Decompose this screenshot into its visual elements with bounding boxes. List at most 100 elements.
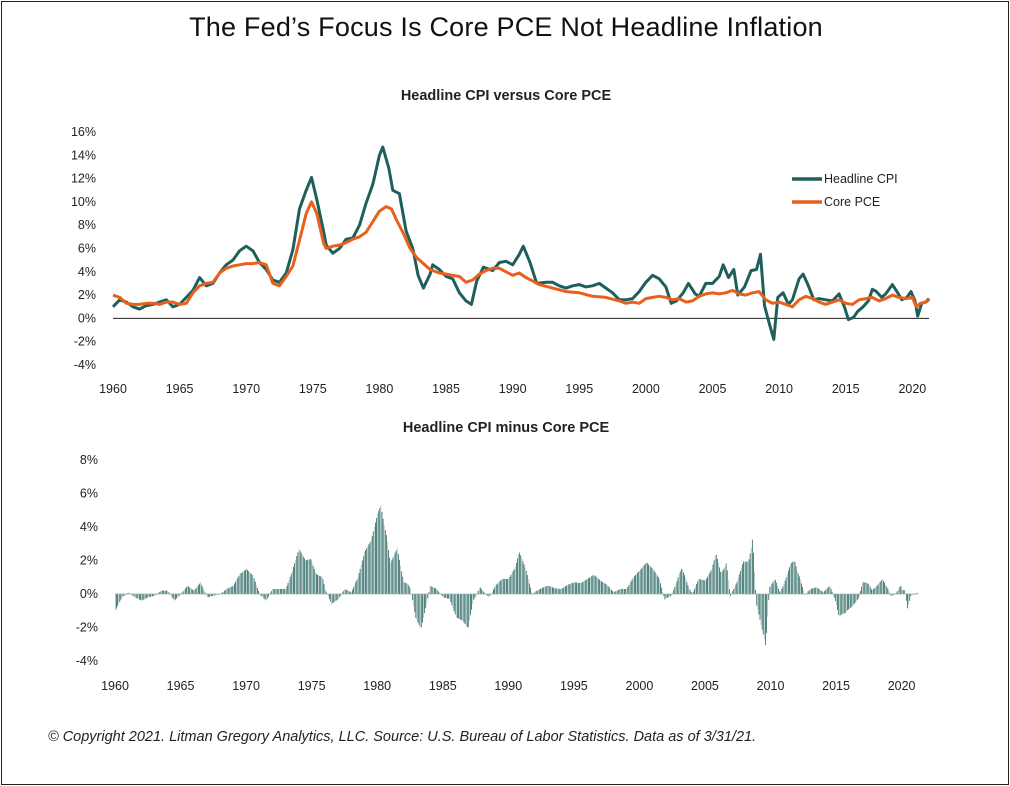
difference-bar — [818, 588, 820, 594]
difference-bar — [489, 594, 491, 596]
difference-bar — [333, 594, 335, 603]
difference-bar — [242, 571, 244, 594]
difference-bar — [294, 563, 295, 594]
difference-bar — [659, 578, 660, 594]
difference-bar — [390, 563, 392, 594]
difference-bar — [276, 588, 278, 594]
difference-bar — [473, 594, 475, 600]
difference-bar — [363, 556, 364, 594]
difference-bar — [336, 594, 338, 600]
difference-bar — [887, 588, 889, 594]
difference-bar — [703, 580, 705, 594]
difference-bar — [657, 577, 659, 594]
difference-bar — [885, 584, 887, 594]
difference-bar — [784, 580, 786, 594]
difference-bar — [903, 590, 905, 594]
difference-bar — [521, 558, 523, 594]
difference-bar — [427, 594, 429, 599]
difference-bar — [580, 583, 582, 594]
difference-bar — [559, 588, 561, 594]
difference-bar — [522, 561, 524, 594]
difference-bar — [611, 589, 612, 594]
difference-bar — [509, 576, 511, 594]
difference-bar — [283, 588, 285, 594]
difference-bar — [271, 590, 273, 594]
difference-bar — [751, 539, 753, 594]
difference-bar — [762, 594, 764, 635]
bottom-y-tick-label: 2% — [80, 554, 98, 568]
difference-bar — [767, 594, 769, 617]
difference-bar — [748, 559, 750, 594]
difference-bar — [301, 554, 303, 594]
difference-bar — [525, 570, 527, 594]
difference-bar — [403, 581, 405, 594]
difference-bar — [151, 594, 152, 597]
difference-bar — [501, 578, 503, 594]
difference-bar — [862, 582, 864, 594]
difference-bar — [663, 594, 665, 597]
difference-bar — [859, 594, 860, 596]
difference-bar — [670, 594, 671, 597]
difference-bar — [773, 579, 775, 594]
difference-bar — [881, 578, 883, 594]
bottom-y-axis: -4% -2% 0% 2% 4% 6% 8% — [76, 453, 98, 668]
difference-bar — [458, 594, 459, 619]
difference-bar — [515, 562, 517, 594]
difference-bar — [216, 594, 218, 595]
difference-bar — [726, 570, 728, 594]
difference-bar — [254, 581, 256, 594]
difference-bar — [293, 566, 294, 594]
difference-bar — [494, 587, 495, 594]
difference-bar — [607, 586, 609, 594]
difference-bar — [488, 594, 490, 598]
difference-bar — [857, 594, 859, 599]
difference-bar — [778, 588, 779, 594]
difference-bar — [429, 585, 431, 594]
difference-bar — [350, 592, 352, 594]
top-y-tick-label: -4% — [74, 358, 96, 372]
difference-bar — [229, 587, 231, 594]
difference-bar — [656, 575, 658, 594]
difference-bar — [645, 562, 647, 594]
difference-bar — [220, 593, 222, 594]
difference-bar — [482, 590, 483, 594]
difference-bar — [533, 592, 535, 594]
difference-bar — [690, 591, 692, 594]
difference-bar — [792, 561, 794, 594]
difference-bar — [777, 585, 778, 595]
difference-bar — [370, 540, 372, 594]
difference-bar — [519, 552, 521, 594]
difference-bar — [877, 584, 879, 594]
difference-bar — [910, 594, 912, 597]
bottom-x-tick-label: 1975 — [298, 679, 326, 693]
difference-bar — [664, 594, 666, 600]
difference-bar — [864, 582, 866, 594]
difference-bar — [211, 594, 212, 597]
difference-bar — [589, 577, 590, 594]
difference-bar — [621, 588, 623, 594]
top-chart-title: Headline CPI versus Core PCE — [400, 88, 612, 104]
difference-bar — [396, 548, 398, 594]
difference-bar — [854, 594, 856, 603]
bottom-chart-title: Headline CPI minus Core PCE — [402, 420, 610, 436]
difference-bar — [146, 594, 148, 598]
difference-bar — [696, 583, 698, 594]
difference-bar — [384, 530, 386, 594]
difference-bar — [387, 541, 388, 594]
difference-bar — [382, 518, 384, 594]
difference-bar — [552, 587, 553, 594]
difference-bar — [582, 581, 584, 594]
difference-bar — [247, 569, 249, 594]
difference-bar — [814, 587, 816, 594]
difference-bar — [688, 587, 690, 594]
difference-bar — [424, 594, 425, 614]
difference-bar — [154, 594, 156, 596]
difference-bar — [817, 588, 819, 594]
difference-bar — [192, 589, 194, 594]
difference-bar — [189, 587, 191, 594]
difference-bar — [245, 569, 246, 594]
difference-bar — [753, 552, 754, 594]
difference-bar — [175, 594, 176, 600]
difference-bar — [467, 594, 469, 628]
difference-bar — [507, 578, 509, 594]
